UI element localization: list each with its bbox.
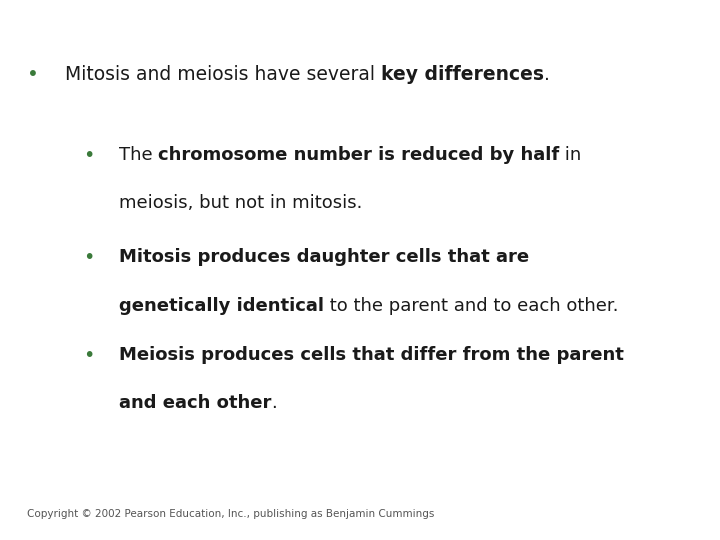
Text: The: The — [119, 146, 158, 164]
Text: to the parent and to each other.: to the parent and to each other. — [324, 297, 618, 315]
Text: Meiosis produces cells that differ from the parent: Meiosis produces cells that differ from … — [119, 346, 624, 363]
Text: key differences: key differences — [381, 65, 544, 84]
Text: meiosis, but not in mitosis.: meiosis, but not in mitosis. — [119, 194, 362, 212]
Text: Mitosis produces daughter cells that are: Mitosis produces daughter cells that are — [119, 248, 529, 266]
Text: genetically identical: genetically identical — [119, 297, 324, 315]
Text: •: • — [27, 65, 39, 84]
Text: Copyright © 2002 Pearson Education, Inc., publishing as Benjamin Cummings: Copyright © 2002 Pearson Education, Inc.… — [27, 509, 435, 519]
Text: •: • — [83, 146, 94, 165]
Text: Mitosis and meiosis have several: Mitosis and meiosis have several — [65, 65, 381, 84]
Text: and each other: and each other — [119, 394, 271, 412]
Text: .: . — [271, 394, 277, 412]
Text: .: . — [544, 65, 549, 84]
Text: •: • — [83, 248, 94, 267]
Text: chromosome number is reduced by half: chromosome number is reduced by half — [158, 146, 559, 164]
Text: •: • — [83, 346, 94, 365]
Text: in: in — [559, 146, 582, 164]
